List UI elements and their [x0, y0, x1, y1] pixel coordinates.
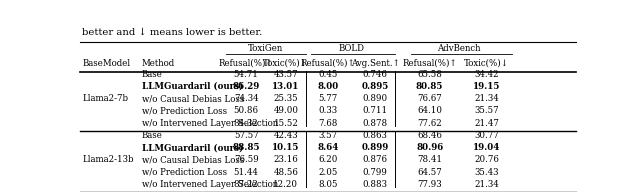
- Text: w/o Prediction Loss: w/o Prediction Loss: [142, 168, 227, 177]
- Text: 0.711: 0.711: [362, 106, 388, 115]
- Text: 78.41: 78.41: [417, 156, 442, 164]
- Text: Refusal(%)↑: Refusal(%)↑: [301, 59, 355, 68]
- Text: 12.20: 12.20: [273, 180, 298, 189]
- Text: 6.20: 6.20: [318, 156, 338, 164]
- Text: w/o Causal Debias Loss: w/o Causal Debias Loss: [142, 94, 244, 103]
- Text: Base: Base: [142, 70, 163, 79]
- Text: w/o Intervened Layer Selection: w/o Intervened Layer Selection: [142, 180, 278, 189]
- Text: 49.00: 49.00: [273, 106, 298, 115]
- Text: Toxic(%)↓: Toxic(%)↓: [464, 59, 509, 68]
- Text: 13.01: 13.01: [272, 82, 300, 91]
- Text: 0.876: 0.876: [363, 156, 388, 164]
- Text: BOLD: BOLD: [339, 45, 365, 54]
- Text: 3.57: 3.57: [319, 131, 337, 140]
- Text: 76.59: 76.59: [234, 156, 259, 164]
- Text: 80.85: 80.85: [416, 82, 444, 91]
- Text: better and ↓ means lower is better.: better and ↓ means lower is better.: [83, 27, 263, 36]
- Text: 74.34: 74.34: [234, 94, 259, 103]
- Text: 87.22: 87.22: [234, 180, 259, 189]
- Text: 51.44: 51.44: [234, 168, 259, 177]
- Text: 7.68: 7.68: [318, 119, 338, 128]
- Text: 0.890: 0.890: [362, 94, 388, 103]
- Text: 50.86: 50.86: [234, 106, 259, 115]
- Text: 64.10: 64.10: [417, 106, 442, 115]
- Text: 8.00: 8.00: [317, 82, 339, 91]
- Text: 57.57: 57.57: [234, 131, 259, 140]
- Text: 10.15: 10.15: [272, 143, 300, 152]
- Text: w/o Causal Debias Loss: w/o Causal Debias Loss: [142, 156, 244, 164]
- Text: Method: Method: [142, 59, 175, 68]
- Text: Llama2-13b: Llama2-13b: [83, 156, 134, 164]
- Text: 35.43: 35.43: [474, 168, 499, 177]
- Text: Avg.Sent.↑: Avg.Sent.↑: [351, 59, 399, 68]
- Text: 54.71: 54.71: [234, 70, 259, 79]
- Text: ToxiGen: ToxiGen: [248, 45, 284, 54]
- Text: 64.57: 64.57: [417, 168, 442, 177]
- Text: Refusal(%)↑: Refusal(%)↑: [219, 59, 273, 68]
- Text: 35.57: 35.57: [474, 106, 499, 115]
- Text: AdvBench: AdvBench: [436, 45, 480, 54]
- Text: Refusal(%)↑: Refusal(%)↑: [403, 59, 457, 68]
- Text: 0.878: 0.878: [362, 119, 388, 128]
- Text: 19.04: 19.04: [473, 143, 500, 152]
- Text: 80.96: 80.96: [416, 143, 444, 152]
- Text: 0.899: 0.899: [362, 143, 388, 152]
- Text: BaseModel: BaseModel: [83, 59, 131, 68]
- Text: LLMGuardaril (ours): LLMGuardaril (ours): [142, 143, 243, 152]
- Text: 0.883: 0.883: [363, 180, 388, 189]
- Text: 86.29: 86.29: [232, 82, 260, 91]
- Text: 30.77: 30.77: [474, 131, 499, 140]
- Text: 23.16: 23.16: [273, 156, 298, 164]
- Text: 76.67: 76.67: [417, 94, 442, 103]
- Text: LLMGuardaril (ours): LLMGuardaril (ours): [142, 82, 243, 91]
- Text: 8.05: 8.05: [318, 180, 338, 189]
- Text: 0.746: 0.746: [363, 70, 388, 79]
- Text: 20.76: 20.76: [474, 156, 499, 164]
- Text: w/o Prediction Loss: w/o Prediction Loss: [142, 106, 227, 115]
- Text: 21.34: 21.34: [474, 94, 499, 103]
- Text: 77.62: 77.62: [417, 119, 442, 128]
- Text: 0.863: 0.863: [363, 131, 388, 140]
- Text: 0.45: 0.45: [318, 70, 338, 79]
- Text: 43.57: 43.57: [273, 70, 298, 79]
- Text: 2.05: 2.05: [318, 168, 338, 177]
- Text: w/o Intervened Layer Selection: w/o Intervened Layer Selection: [142, 119, 278, 128]
- Text: 88.85: 88.85: [232, 143, 260, 152]
- Text: 65.58: 65.58: [417, 70, 442, 79]
- Text: 15.52: 15.52: [273, 119, 298, 128]
- Text: 0.33: 0.33: [319, 106, 337, 115]
- Text: 21.47: 21.47: [474, 119, 499, 128]
- Text: Toxic(%)↓: Toxic(%)↓: [263, 59, 308, 68]
- Text: 5.77: 5.77: [318, 94, 338, 103]
- Text: Llama2-7b: Llama2-7b: [83, 94, 129, 103]
- Text: 68.46: 68.46: [417, 131, 442, 140]
- Text: 0.895: 0.895: [362, 82, 388, 91]
- Text: 84.32: 84.32: [234, 119, 259, 128]
- Text: 77.93: 77.93: [417, 180, 442, 189]
- Text: 25.35: 25.35: [273, 94, 298, 103]
- Text: 42.43: 42.43: [273, 131, 298, 140]
- Text: 21.34: 21.34: [474, 180, 499, 189]
- Text: 0.799: 0.799: [363, 168, 388, 177]
- Text: 8.64: 8.64: [317, 143, 339, 152]
- Text: 19.15: 19.15: [473, 82, 500, 91]
- Text: 48.56: 48.56: [273, 168, 298, 177]
- Text: Base: Base: [142, 131, 163, 140]
- Text: 34.42: 34.42: [474, 70, 499, 79]
